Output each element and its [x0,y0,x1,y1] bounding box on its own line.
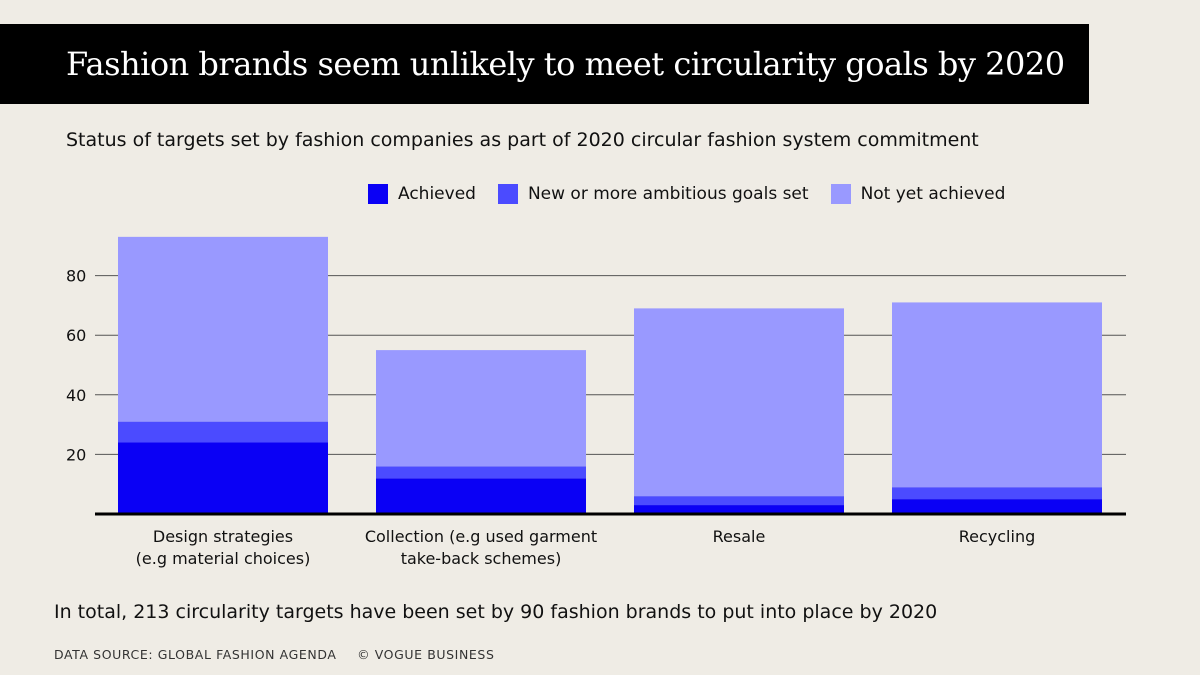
x-category-label: Design strategies (e.g material choices) [136,527,311,568]
legend-label-not-achieved: Not yet achieved [860,184,1006,204]
legend-swatch-not-achieved [830,184,851,204]
bar-chart: 20 40 60 80 Design strategies (e.g material c… [66,236,1126,568]
legend: Achieved New or more ambitious goals set… [368,183,1027,205]
legend-item-achieved: Achieved [368,184,476,204]
x-category-label: Recycling [959,527,1036,546]
bar-achieved-3 [892,499,1102,514]
y-tick-label: 20 [66,445,86,464]
credit: © VOGUE BUSINESS [357,647,495,662]
y-tick-label: 80 [66,267,86,286]
bar-not-achieved-1 [376,350,586,467]
legend-swatch-new-goals [497,184,518,204]
bar-achieved-0 [118,442,328,514]
x-category-label: Resale [713,527,766,546]
chart-title: Fashion brands seem unlikely to meet cir… [0,24,1089,104]
bar-new-goals-3 [892,487,1102,500]
bar-new-goals-1 [376,466,586,479]
bar-achieved-2 [634,505,844,514]
x-category-label: Collection (e.g used garment take-back sc… [365,527,597,568]
footnote: In total, 213 circularity targets have b… [54,601,938,623]
bar-achieved-1 [376,478,586,514]
data-source: DATA SOURCE: GLOBAL FASHION AGENDA [54,647,337,662]
legend-swatch-achieved [368,184,388,204]
bar-not-achieved-3 [892,302,1102,488]
legend-item-not-achieved: Not yet achieved [830,184,1006,204]
y-tick-label: 40 [66,386,86,405]
bar-new-goals-2 [634,496,844,506]
bar-not-achieved-2 [634,308,844,497]
bar-new-goals-0 [118,421,328,443]
y-tick-label: 60 [66,326,86,345]
chart-subtitle: Status of targets set by fashion compani… [66,129,979,151]
legend-label-achieved: Achieved [398,184,476,204]
legend-label-new-goals: New or more ambitious goals set [527,184,809,204]
source-line: DATA SOURCE: GLOBAL FASHION AGENDA © VOG… [54,647,510,662]
bar-not-achieved-0 [118,236,328,422]
legend-item-new-goals: New or more ambitious goals set [497,184,809,204]
